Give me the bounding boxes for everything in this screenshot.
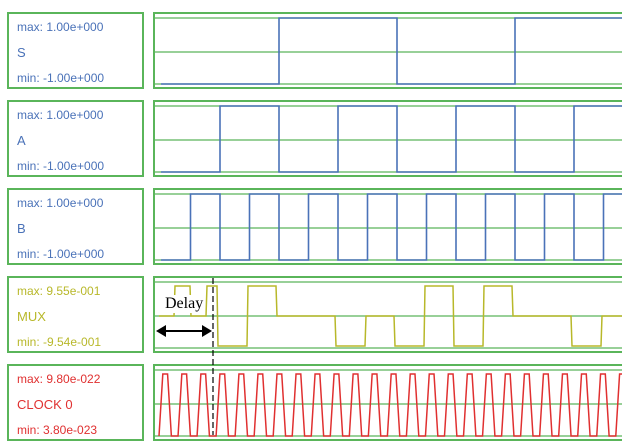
waveform-trace bbox=[161, 105, 622, 173]
channel-max-value: max: 9.80e-022 bbox=[17, 372, 101, 386]
waveform-b bbox=[155, 193, 622, 261]
waveform-s bbox=[155, 17, 622, 85]
delay-label: Delay bbox=[164, 295, 205, 313]
channel-min-value: min: -1.00e+000 bbox=[17, 247, 105, 261]
channel-label-a: max: 1.00e+000 A min: -1.00e+000 bbox=[7, 100, 144, 177]
channel-name: MUX bbox=[17, 309, 46, 324]
channel-name: CLOCK 0 bbox=[17, 397, 73, 412]
channel-max-value: max: 9.55e-001 bbox=[17, 284, 101, 298]
channel-min-value: min: -1.00e+000 bbox=[17, 71, 105, 85]
channel-max-value: max: 1.00e+000 bbox=[17, 20, 104, 34]
channel-label-clock0: max: 9.80e-022 CLOCK 0 min: 3.80e-023 bbox=[7, 364, 144, 441]
channel-min-value: min: -9.54e-001 bbox=[17, 335, 102, 349]
channel-name: A bbox=[17, 133, 26, 148]
waveform-plot-clock0[interactable] bbox=[153, 364, 622, 441]
waveform-clock0 bbox=[155, 369, 622, 437]
channel-name: S bbox=[17, 45, 26, 60]
channel-max-value: max: 1.00e+000 bbox=[17, 108, 104, 122]
waveform-plot-s[interactable] bbox=[153, 12, 622, 89]
waveform-plot-a[interactable] bbox=[153, 100, 622, 177]
waveform-trace bbox=[158, 373, 622, 437]
waveform-trace bbox=[161, 193, 622, 261]
channel-max-value: max: 1.00e+000 bbox=[17, 196, 104, 210]
waveform-plot-b[interactable] bbox=[153, 188, 622, 265]
waveform-a bbox=[155, 105, 622, 173]
waveform-trace bbox=[161, 17, 622, 85]
channel-label-b: max: 1.00e+000 B min: -1.00e+000 bbox=[7, 188, 144, 265]
channel-min-value: min: 3.80e-023 bbox=[17, 423, 98, 437]
waveform-plot-mux[interactable] bbox=[153, 276, 622, 353]
channel-name: B bbox=[17, 221, 26, 236]
channel-label-mux: max: 9.55e-001 MUX min: -9.54e-001 bbox=[7, 276, 144, 353]
waveform-trace bbox=[159, 285, 622, 347]
waveform-mux bbox=[155, 281, 622, 349]
channel-min-value: min: -1.00e+000 bbox=[17, 159, 105, 173]
channel-label-s: max: 1.00e+000 S min: -1.00e+000 bbox=[7, 12, 144, 89]
